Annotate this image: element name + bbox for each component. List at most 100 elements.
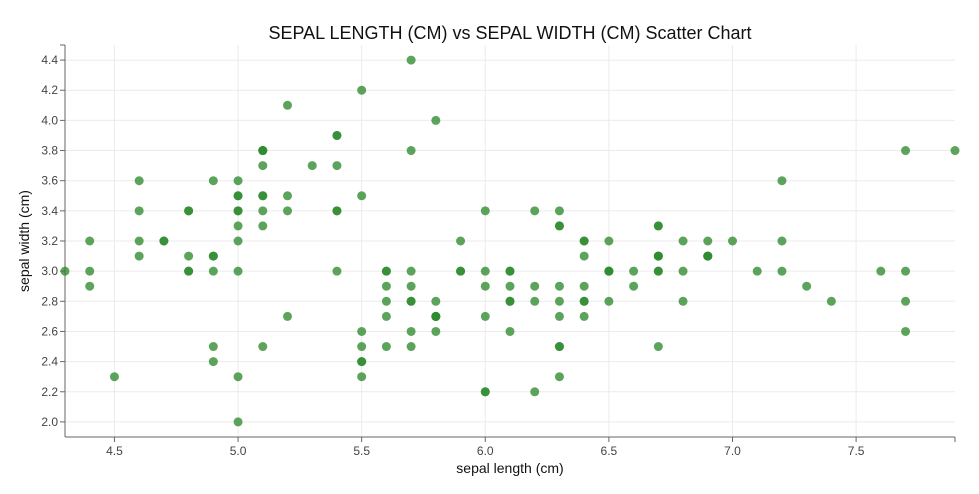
scatter-point bbox=[357, 372, 367, 382]
scatter-point bbox=[283, 191, 292, 201]
scatter-point bbox=[381, 281, 391, 291]
scatter-point bbox=[579, 296, 589, 306]
y-tick-label: 2.0 bbox=[41, 415, 58, 429]
scatter-point bbox=[184, 206, 194, 216]
scatter-point bbox=[752, 266, 762, 276]
scatter-point bbox=[357, 85, 367, 95]
scatter-point bbox=[406, 266, 416, 276]
scatter-point bbox=[579, 236, 589, 246]
scatter-point bbox=[456, 266, 466, 276]
scatter-point bbox=[431, 311, 441, 321]
scatter-point bbox=[134, 236, 144, 246]
scatter-point bbox=[901, 296, 911, 306]
scatter-point bbox=[134, 206, 144, 216]
scatter-point bbox=[357, 191, 367, 201]
scatter-point bbox=[554, 296, 564, 306]
scatter-point bbox=[629, 266, 639, 276]
scatter-point bbox=[653, 251, 663, 261]
scatter-point bbox=[381, 296, 391, 306]
scatter-point bbox=[629, 281, 639, 291]
scatter-point bbox=[332, 266, 342, 276]
scatter-point bbox=[208, 357, 218, 367]
scatter-point bbox=[258, 342, 268, 352]
scatter-point bbox=[431, 326, 441, 336]
y-tick-label: 2.6 bbox=[41, 324, 58, 338]
scatter-point bbox=[258, 146, 268, 156]
scatter-point bbox=[480, 206, 490, 216]
scatter-point bbox=[505, 296, 515, 306]
scatter-point bbox=[406, 146, 416, 156]
scatter-point bbox=[159, 236, 169, 246]
scatter-point bbox=[208, 176, 218, 186]
y-tick-label: 3.4 bbox=[41, 204, 58, 218]
scatter-point bbox=[480, 387, 490, 397]
y-tick-label: 2.2 bbox=[41, 385, 58, 399]
scatter-point bbox=[480, 311, 490, 321]
scatter-point bbox=[678, 266, 688, 276]
scatter-point bbox=[381, 342, 391, 352]
scatter-point bbox=[604, 296, 614, 306]
x-tick-label: 4.5 bbox=[106, 444, 123, 458]
scatter-point bbox=[283, 206, 292, 216]
scatter-point bbox=[554, 342, 564, 352]
chart-title: SEPAL LENGTH (CM) vs SEPAL WIDTH (CM) Sc… bbox=[268, 23, 751, 43]
scatter-point bbox=[456, 236, 466, 246]
scatter-point bbox=[826, 296, 836, 306]
scatter-point bbox=[678, 236, 688, 246]
scatter-point bbox=[233, 372, 243, 382]
scatter-point bbox=[604, 266, 614, 276]
scatter-point bbox=[233, 236, 243, 246]
x-axis-label: sepal length (cm) bbox=[456, 460, 563, 476]
y-tick-label: 4.2 bbox=[41, 83, 58, 97]
scatter-point bbox=[208, 266, 218, 276]
x-tick-label: 5.0 bbox=[230, 444, 247, 458]
scatter-point bbox=[406, 342, 416, 352]
scatter-point bbox=[579, 311, 589, 321]
scatter-point bbox=[406, 281, 416, 291]
scatter-point bbox=[184, 266, 194, 276]
scatter-point bbox=[728, 236, 737, 246]
x-tick-label: 6.0 bbox=[477, 444, 494, 458]
scatter-point bbox=[554, 372, 564, 382]
scatter-point bbox=[258, 191, 268, 201]
scatter-point bbox=[480, 281, 490, 291]
scatter-point bbox=[233, 206, 243, 216]
scatter-point bbox=[431, 115, 441, 125]
axes: 4.5 5.0 5.5 6.0 6.5 7.0 7.5 2.0 2.2 2.4 2.6 2.8 3.0 3… bbox=[41, 44, 956, 458]
scatter-point bbox=[406, 55, 416, 65]
scatter-point bbox=[703, 251, 713, 261]
scatter-point bbox=[233, 221, 243, 231]
scatter-point bbox=[505, 326, 515, 336]
scatter-point bbox=[85, 281, 95, 291]
scatter-point bbox=[258, 161, 268, 171]
scatter-point bbox=[530, 281, 540, 291]
scatter-point bbox=[579, 251, 589, 261]
scatter-point bbox=[332, 161, 342, 171]
scatter-point bbox=[901, 146, 911, 156]
x-tick-label: 7.5 bbox=[848, 444, 865, 458]
y-axis-label: sepal width (cm) bbox=[16, 190, 32, 292]
scatter-point bbox=[802, 281, 812, 291]
x-tick-label: 7.0 bbox=[724, 444, 741, 458]
scatter-point bbox=[678, 296, 688, 306]
scatter-point bbox=[258, 206, 268, 216]
scatter-point bbox=[777, 236, 787, 246]
scatter-point bbox=[258, 221, 268, 231]
scatter-point bbox=[332, 130, 342, 140]
scatter-point bbox=[876, 266, 886, 276]
scatter-point bbox=[604, 236, 614, 246]
scatter-point bbox=[703, 236, 713, 246]
scatter-point bbox=[381, 311, 391, 321]
scatter-point bbox=[653, 266, 663, 276]
scatter-point bbox=[554, 311, 564, 321]
data-points bbox=[60, 55, 960, 427]
scatter-point bbox=[357, 342, 367, 352]
scatter-point bbox=[579, 281, 589, 291]
scatter-point bbox=[505, 266, 515, 276]
scatter-point bbox=[901, 326, 911, 336]
y-tick-label: 3.6 bbox=[41, 174, 58, 188]
scatter-point bbox=[357, 357, 367, 367]
scatter-point bbox=[357, 326, 367, 336]
